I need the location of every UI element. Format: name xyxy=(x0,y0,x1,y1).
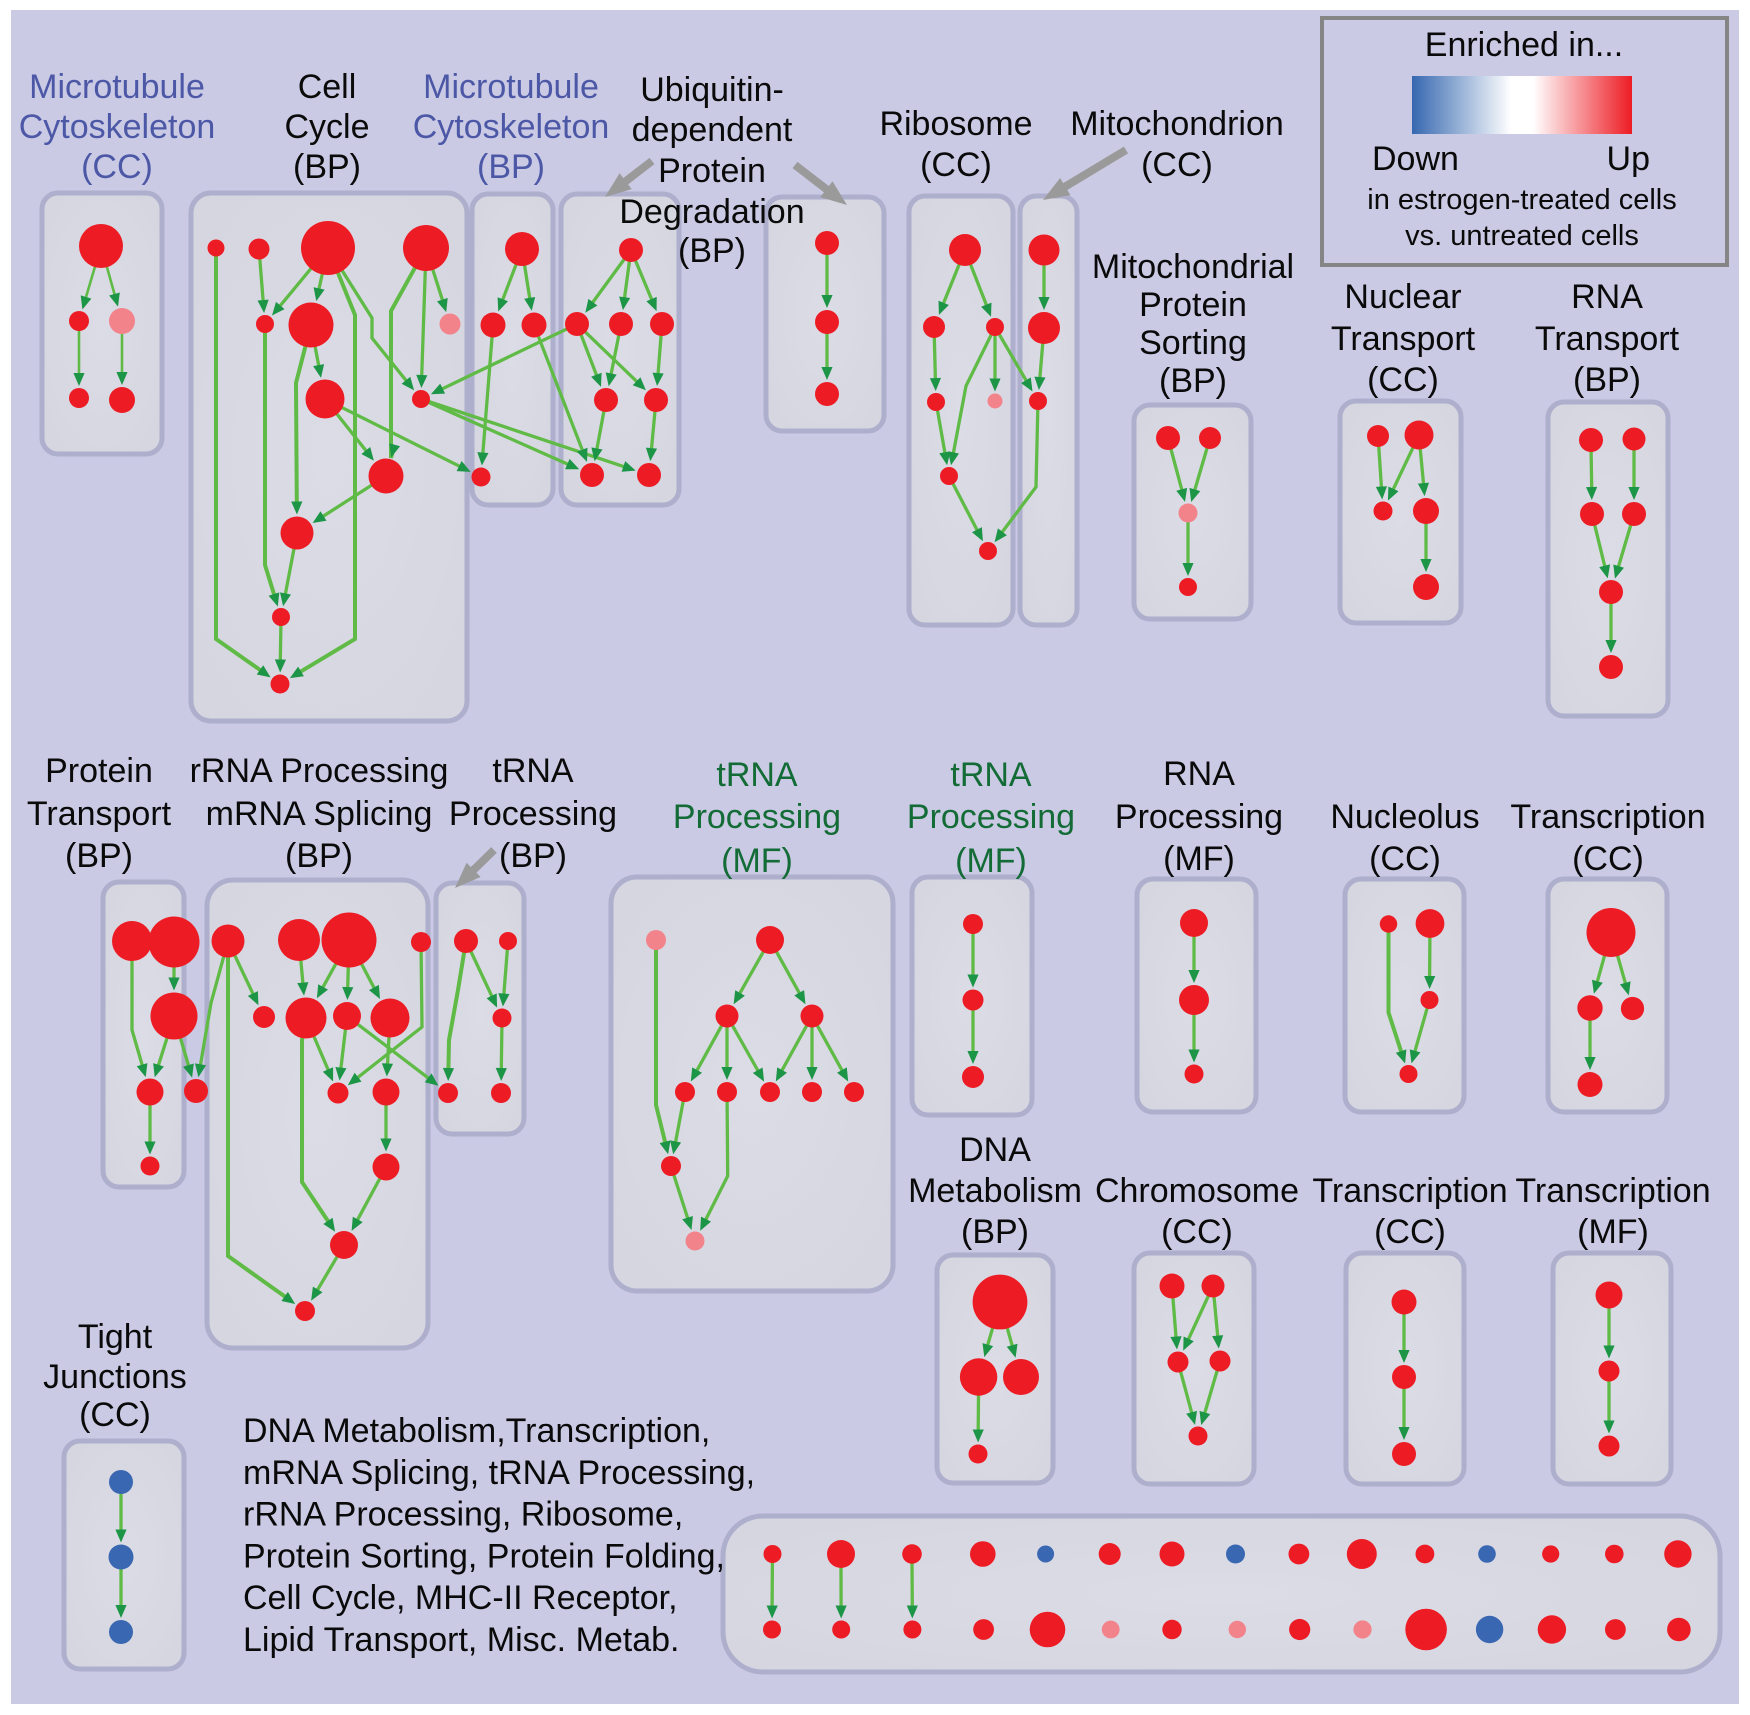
svg-text:Protein Sorting, Protein Foldi: Protein Sorting, Protein Folding, xyxy=(243,1537,725,1575)
svg-text:Microtubule: Microtubule xyxy=(423,68,599,106)
svg-text:(CC): (CC) xyxy=(1161,1213,1233,1251)
svg-text:Mitochondrial: Mitochondrial xyxy=(1092,248,1294,286)
svg-text:rRNA Processing: rRNA Processing xyxy=(190,752,449,790)
svg-text:tRNA: tRNA xyxy=(492,752,574,790)
svg-text:Microtubule: Microtubule xyxy=(29,68,205,106)
svg-text:Degradation: Degradation xyxy=(619,193,804,231)
svg-text:Processing: Processing xyxy=(449,795,617,833)
svg-text:tRNA: tRNA xyxy=(950,756,1032,794)
svg-text:(CC): (CC) xyxy=(1369,840,1441,878)
svg-text:Transcription: Transcription xyxy=(1312,1172,1507,1210)
svg-text:Processing: Processing xyxy=(673,798,841,836)
svg-text:(BP): (BP) xyxy=(1573,361,1641,399)
svg-text:Chromosome: Chromosome xyxy=(1095,1172,1299,1210)
svg-text:Protein: Protein xyxy=(1139,286,1247,324)
svg-text:Enriched in...: Enriched in... xyxy=(1425,26,1623,64)
svg-text:(CC): (CC) xyxy=(1141,146,1213,184)
svg-text:dependent: dependent xyxy=(632,111,793,149)
svg-text:Transcription: Transcription xyxy=(1515,1172,1710,1210)
svg-text:Protein: Protein xyxy=(658,152,766,190)
svg-text:Tight: Tight xyxy=(78,1318,153,1356)
svg-text:Up: Up xyxy=(1607,140,1650,178)
svg-text:Cell: Cell xyxy=(298,68,357,106)
svg-text:Nucleolus: Nucleolus xyxy=(1330,798,1479,836)
svg-text:(BP): (BP) xyxy=(65,837,133,875)
svg-text:Junctions: Junctions xyxy=(43,1358,187,1396)
svg-text:mRNA Splicing: mRNA Splicing xyxy=(206,795,433,833)
svg-text:Cycle: Cycle xyxy=(284,108,369,146)
svg-text:(MF): (MF) xyxy=(1163,840,1235,878)
svg-text:tRNA: tRNA xyxy=(716,756,798,794)
svg-text:Processing: Processing xyxy=(1115,798,1283,836)
svg-text:(CC): (CC) xyxy=(920,146,992,184)
svg-text:Transport: Transport xyxy=(1535,320,1680,358)
svg-text:(BP): (BP) xyxy=(477,148,545,186)
svg-text:Protein: Protein xyxy=(45,752,153,790)
svg-text:(MF): (MF) xyxy=(955,842,1027,880)
svg-text:Transport: Transport xyxy=(27,795,172,833)
svg-text:Sorting: Sorting xyxy=(1139,324,1247,362)
svg-text:DNA Metabolism,Transcription,: DNA Metabolism,Transcription, xyxy=(243,1412,710,1450)
svg-text:(BP): (BP) xyxy=(678,232,746,270)
svg-text:Down: Down xyxy=(1372,140,1459,178)
svg-text:(CC): (CC) xyxy=(1367,361,1439,399)
svg-text:(BP): (BP) xyxy=(1159,362,1227,400)
svg-text:Processing: Processing xyxy=(907,798,1075,836)
svg-text:Metabolism: Metabolism xyxy=(908,1172,1082,1210)
svg-text:(CC): (CC) xyxy=(79,1396,151,1434)
svg-text:Cytoskeleton: Cytoskeleton xyxy=(413,108,610,146)
svg-text:Mitochondrion: Mitochondrion xyxy=(1070,105,1284,143)
svg-text:(BP): (BP) xyxy=(285,837,353,875)
svg-text:(CC): (CC) xyxy=(1374,1213,1446,1251)
svg-text:Lipid Transport, Misc. Metab.: Lipid Transport, Misc. Metab. xyxy=(243,1621,680,1659)
svg-text:(CC): (CC) xyxy=(81,148,153,186)
svg-text:(CC): (CC) xyxy=(1572,840,1644,878)
svg-text:Ribosome: Ribosome xyxy=(879,105,1032,143)
svg-text:(BP): (BP) xyxy=(293,148,361,186)
svg-text:Cell Cycle, MHC-II Receptor,: Cell Cycle, MHC-II Receptor, xyxy=(243,1579,678,1617)
svg-text:(BP): (BP) xyxy=(961,1213,1029,1251)
svg-text:mRNA Splicing, tRNA Processing: mRNA Splicing, tRNA Processing, xyxy=(243,1454,755,1492)
svg-text:Ubiquitin-: Ubiquitin- xyxy=(640,71,784,109)
svg-text:in estrogen-treated cells: in estrogen-treated cells xyxy=(1367,184,1677,216)
svg-text:Cytoskeleton: Cytoskeleton xyxy=(19,108,216,146)
svg-text:(BP): (BP) xyxy=(499,837,567,875)
svg-text:Transcription: Transcription xyxy=(1510,798,1705,836)
svg-text:RNA: RNA xyxy=(1571,278,1643,316)
svg-text:DNA: DNA xyxy=(959,1131,1031,1169)
svg-text:RNA: RNA xyxy=(1163,755,1235,793)
svg-text:rRNA Processing, Ribosome,: rRNA Processing, Ribosome, xyxy=(243,1496,683,1534)
svg-text:(MF): (MF) xyxy=(1577,1213,1649,1251)
svg-text:Nuclear: Nuclear xyxy=(1344,278,1461,316)
svg-text:(MF): (MF) xyxy=(721,842,793,880)
svg-text:Transport: Transport xyxy=(1331,320,1476,358)
svg-text:vs. untreated cells: vs. untreated cells xyxy=(1405,220,1639,252)
